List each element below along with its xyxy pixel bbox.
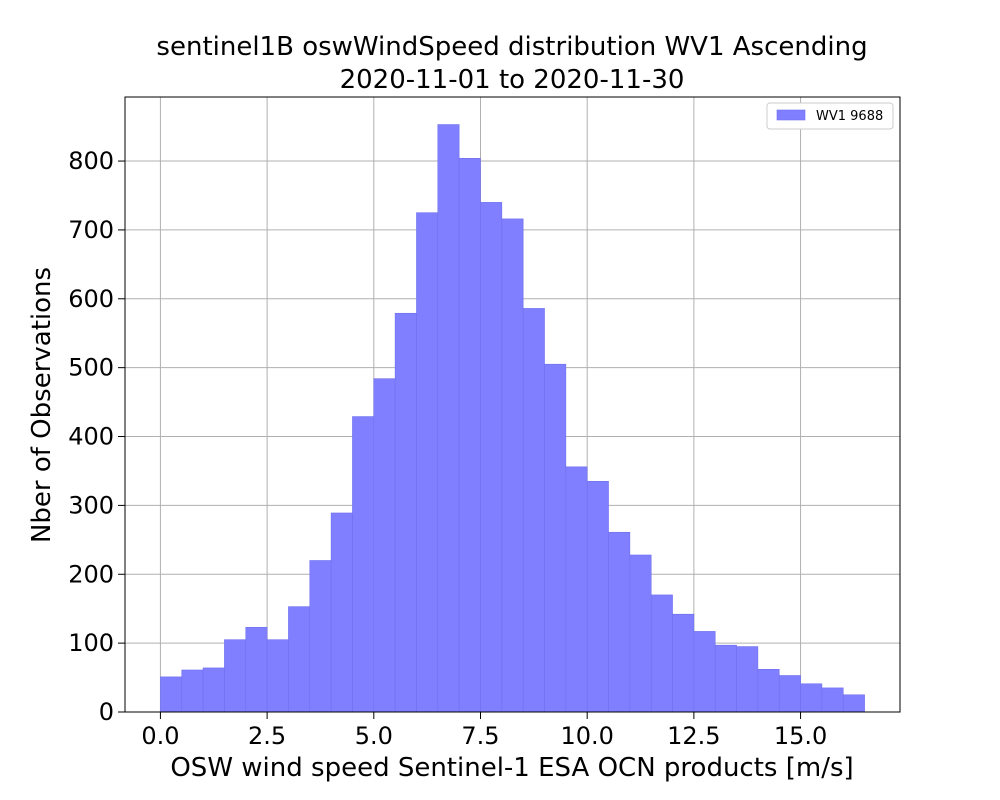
histogram-bar (160, 676, 183, 713)
histogram-bar (288, 606, 311, 713)
histogram-bar (714, 644, 737, 713)
x-tick-label: 2.5 (248, 722, 286, 750)
histogram-bar (586, 480, 609, 713)
y-tick-label: 300 (68, 491, 114, 519)
histogram-bar (693, 631, 716, 713)
y-tick-label: 600 (68, 285, 114, 313)
histogram-bar (501, 218, 524, 713)
y-tick-label: 200 (68, 560, 114, 588)
histogram-bar (309, 560, 332, 713)
y-tick-label: 100 (68, 629, 114, 657)
histogram-bar (800, 683, 823, 713)
histogram-bar (608, 531, 631, 713)
y-tick-label: 800 (68, 147, 114, 175)
y-tick-label: 700 (68, 216, 114, 244)
histogram-bar (650, 594, 673, 713)
histogram-bar (437, 124, 460, 713)
x-tick-label: 0.0 (141, 722, 179, 750)
histogram-bar (202, 667, 225, 713)
histogram-bar (394, 312, 417, 713)
x-tick-label: 7.5 (461, 722, 499, 750)
legend-label: WV1 9688 (816, 109, 883, 124)
histogram-bar (757, 669, 780, 713)
histogram-bar (736, 646, 759, 713)
histogram-bar (629, 554, 652, 713)
histogram-bar (181, 669, 204, 713)
y-ticks: 0 100 200 300 400 500 600 700 800 (68, 147, 125, 726)
x-tick-label: 5.0 (355, 722, 393, 750)
y-tick-label: 400 (68, 423, 114, 451)
histogram-bar (480, 202, 503, 713)
histogram-bar (373, 378, 396, 713)
x-ticks: 0.0 2.5 5.0 7.5 10.0 12.5 15.0 (141, 712, 827, 750)
histogram-bar (266, 639, 289, 713)
chart-title-line1: sentinel1B oswWindSpeed distribution WV1… (156, 32, 867, 62)
histogram-bar (565, 466, 588, 713)
histogram-bar (672, 613, 695, 713)
y-tick-label: 500 (68, 354, 114, 382)
histogram-bars (160, 124, 865, 713)
x-tick-label: 10.0 (560, 722, 613, 750)
y-axis-label: Nber of Observations (27, 267, 57, 543)
x-tick-label: 15.0 (774, 722, 827, 750)
histogram-bar (821, 687, 844, 713)
histogram-bar (522, 308, 545, 713)
histogram-bar (778, 675, 801, 713)
histogram-bar (416, 212, 439, 713)
legend: WV1 9688 (766, 102, 894, 130)
legend-box (766, 102, 894, 130)
chart-title-line2: 2020-11-01 to 2020-11-30 (340, 65, 685, 95)
histogram-bar (245, 626, 268, 713)
x-axis-label: OSW wind speed Sentinel-1 ESA OCN produc… (170, 753, 853, 783)
histogram-bar (330, 512, 353, 713)
histogram-bar (544, 363, 567, 713)
x-tick-label: 12.5 (667, 722, 720, 750)
histogram-bar (842, 694, 865, 713)
y-tick-label: 0 (99, 698, 114, 726)
histogram-bar (458, 157, 481, 713)
plot-frame (124, 96, 901, 713)
legend-swatch (776, 109, 806, 121)
histogram-bar (224, 639, 247, 713)
histogram-bar (352, 416, 375, 713)
